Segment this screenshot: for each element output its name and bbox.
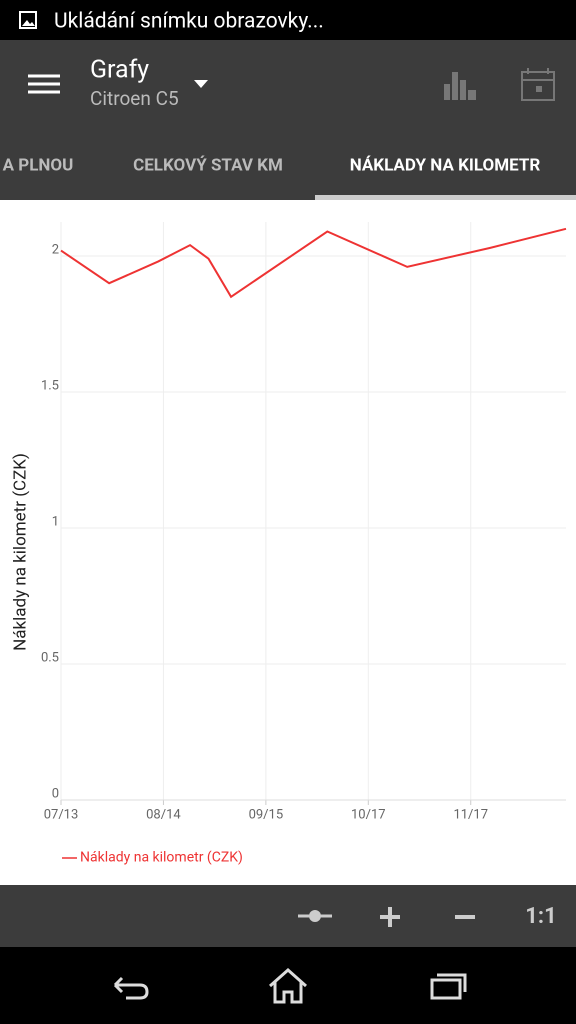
tab[interactable]: CELKOVÝ STAV KM <box>133 155 283 175</box>
data-line <box>60 227 567 299</box>
y-tick-label: 2 <box>52 242 59 257</box>
x-tick-label: 09/15 <box>249 807 284 822</box>
y-tick-label: 1.5 <box>41 378 59 393</box>
app-subtitle: Citroen C5 <box>90 87 179 110</box>
x-tick-label: 11/17 <box>453 807 488 822</box>
x-tick-label: 07/13 <box>44 807 79 822</box>
y-tick-label: 1 <box>52 514 59 529</box>
tab[interactable]: A PLNOU <box>3 155 74 175</box>
y-tick-label: 0.5 <box>41 650 59 665</box>
tab-indicator <box>315 195 576 200</box>
nav-bar <box>0 947 576 1024</box>
zoom-in-button[interactable] <box>380 907 400 927</box>
home-button[interactable] <box>269 967 307 1004</box>
recents-button[interactable] <box>430 973 467 1000</box>
chart-icon[interactable] <box>444 72 476 100</box>
screenshot-icon <box>19 11 37 29</box>
zoom-reset-button[interactable]: 1:1 <box>525 904 556 929</box>
menu-button[interactable] <box>28 74 60 94</box>
app-title: Grafy <box>90 56 149 85</box>
y-tick-label: 0 <box>52 786 59 801</box>
chart: 0 0.5 1 1.5 2 07/13 08/14 09/15 10/17 11/17 Náklad… <box>10 222 567 866</box>
x-tick-label: 08/14 <box>146 807 181 822</box>
app-bar <box>0 40 576 200</box>
y-axis-label: Náklady na kilometr (CZK) <box>10 453 30 651</box>
chart-area <box>0 200 576 885</box>
slider-button[interactable] <box>298 910 332 922</box>
calendar-icon[interactable] <box>521 68 555 101</box>
toolbar <box>0 885 576 947</box>
back-button[interactable] <box>113 976 149 1000</box>
legend-label: Náklady na kilometr (CZK) <box>80 850 243 866</box>
status-text: Ukládání snímku obrazovky... <box>54 10 324 34</box>
status-bar <box>0 0 576 40</box>
x-tick-label: 10/17 <box>351 807 386 822</box>
dropdown-arrow[interactable] <box>194 80 208 88</box>
tab-active[interactable]: NÁKLADY NA KILOMETR <box>350 155 541 175</box>
